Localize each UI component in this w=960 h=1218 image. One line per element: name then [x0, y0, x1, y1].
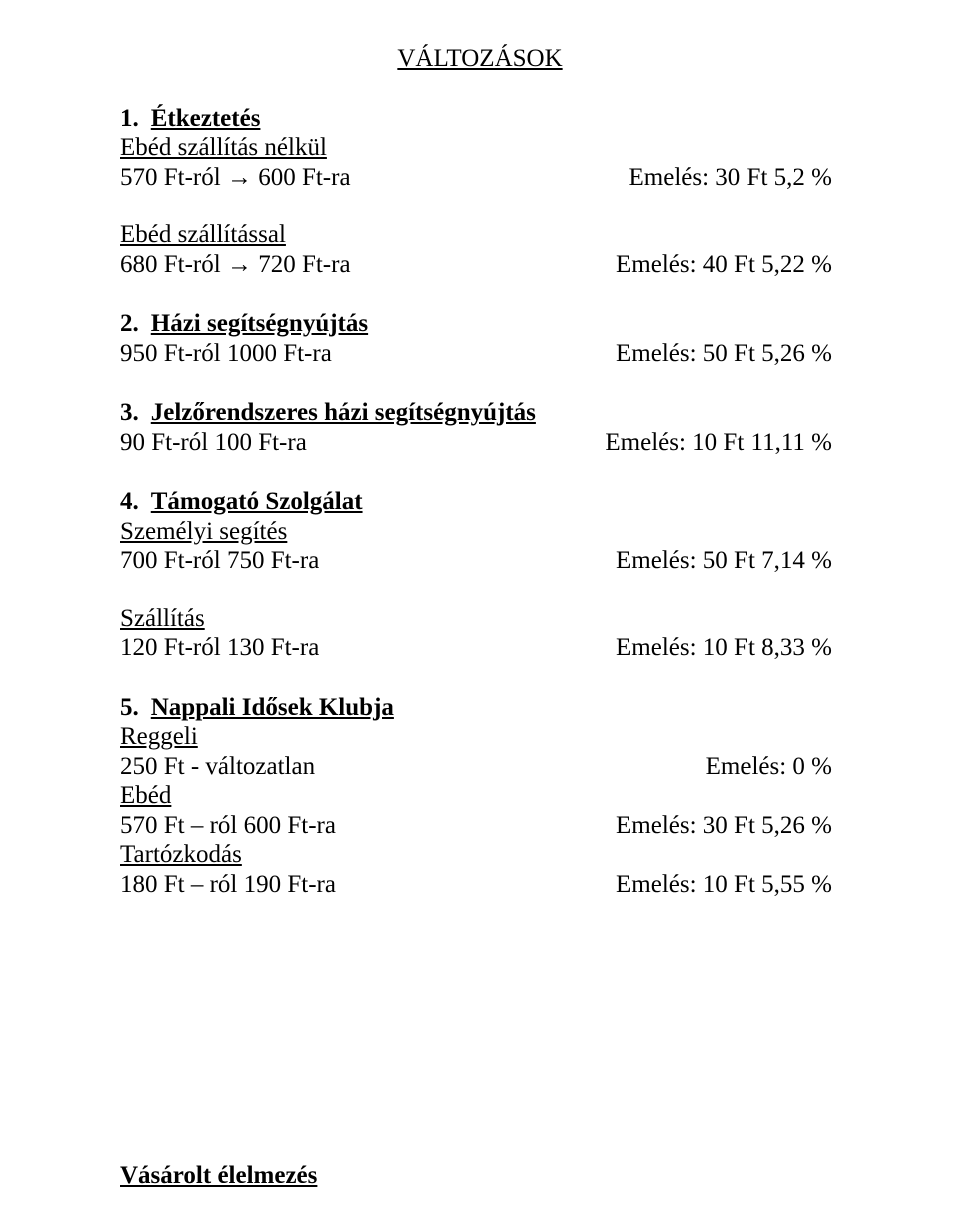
page-title: VÁLTOZÁSOK [120, 44, 840, 74]
price-change: 570 Ft-ról → 600 Ft-ra [120, 163, 351, 193]
section-number: 2. [120, 310, 139, 337]
price-row: 90 Ft-ról 100 Ft-ra Emelés: 10 Ft 11,11 … [120, 428, 840, 458]
section-heading: 2. Házi segítségnyújtás [120, 309, 840, 339]
increase-value: Emelés: 10 Ft 8,33 % [616, 633, 840, 663]
price-change: 90 Ft-ról 100 Ft-ra [120, 428, 307, 458]
subheading: Személyi segítés [120, 517, 840, 547]
section-number: 1. [120, 105, 139, 132]
increase-value: Emelés: 0 % [706, 752, 840, 782]
section-heading: 5. Nappali Idősek Klubja [120, 693, 840, 723]
price-row: 250 Ft - változatlan Emelés: 0 % [120, 752, 840, 782]
section-name: Támogató Szolgálat [151, 488, 363, 515]
subheading: Szállítás [120, 604, 840, 634]
section-number: 3. [120, 399, 139, 426]
price-row: 180 Ft – ról 190 Ft-ra Emelés: 10 Ft 5,5… [120, 870, 840, 900]
price-row: 950 Ft-ról 1000 Ft-ra Emelés: 50 Ft 5,26… [120, 339, 840, 369]
price-change: 250 Ft - változatlan [120, 752, 315, 782]
price-change: 570 Ft – ról 600 Ft-ra [120, 811, 336, 841]
section-jelzorendszeres: 3. Jelzőrendszeres házi segítségnyújtás 9… [120, 398, 840, 457]
price-change: 120 Ft-ról 130 Ft-ra [120, 633, 319, 663]
section-nappali-idosek: 5. Nappali Idősek Klubja Reggeli 250 Ft -… [120, 693, 840, 900]
subheading: Ebéd szállítás nélkül [120, 133, 840, 163]
section-etkeztetes: 1. Étkeztetés Ebéd szállítás nélkül 570 F… [120, 104, 840, 280]
section-number: 5. [120, 694, 139, 721]
price-row: 120 Ft-ról 130 Ft-ra Emelés: 10 Ft 8,33 … [120, 633, 840, 663]
price-row: 570 Ft – ról 600 Ft-ra Emelés: 30 Ft 5,2… [120, 811, 840, 841]
increase-value: Emelés: 10 Ft 11,11 % [605, 428, 840, 458]
price-change: 180 Ft – ról 190 Ft-ra [120, 870, 336, 900]
increase-value: Emelés: 50 Ft 5,26 % [616, 339, 840, 369]
section-name: Jelzőrendszeres házi segítségnyújtás [151, 399, 536, 426]
increase-value: Emelés: 50 Ft 7,14 % [616, 546, 840, 576]
subheading: Ebéd [120, 781, 840, 811]
section-hazi-segitsegnyujtas: 2. Házi segítségnyújtás 950 Ft-ról 1000 F… [120, 309, 840, 368]
price-change: 680 Ft-ról → 720 Ft-ra [120, 250, 351, 280]
increase-value: Emelés: 40 Ft 5,22 % [616, 250, 840, 280]
price-change: 950 Ft-ról 1000 Ft-ra [120, 339, 332, 369]
price-row: 680 Ft-ról → 720 Ft-ra Emelés: 40 Ft 5,2… [120, 250, 840, 280]
price-row: 700 Ft-ról 750 Ft-ra Emelés: 50 Ft 7,14 … [120, 546, 840, 576]
section-heading: 3. Jelzőrendszeres házi segítségnyújtás [120, 398, 840, 428]
price-change: 700 Ft-ról 750 Ft-ra [120, 546, 319, 576]
section-name: Étkeztetés [151, 105, 261, 132]
section-name: Nappali Idősek Klubja [151, 694, 394, 721]
document-page: VÁLTOZÁSOK 1. Étkeztetés Ebéd szállítás n… [0, 0, 960, 1218]
section-number: 4. [120, 488, 139, 515]
section-heading: 1. Étkeztetés [120, 104, 840, 134]
section-heading: 4. Támogató Szolgálat [120, 487, 840, 517]
price-row: 570 Ft-ról → 600 Ft-ra Emelés: 30 Ft 5,2… [120, 163, 840, 193]
section-tamogato-szolgalat: 4. Támogató Szolgálat Személyi segítés 70… [120, 487, 840, 663]
section-name: Házi segítségnyújtás [151, 310, 368, 337]
subheading: Tartózkodás [120, 840, 840, 870]
increase-value: Emelés: 10 Ft 5,55 % [616, 870, 840, 900]
increase-value: Emelés: 30 Ft 5,26 % [616, 811, 840, 841]
bottom-heading: Vásárolt élelmezés [120, 1161, 317, 1191]
subheading: Ebéd szállítással [120, 220, 840, 250]
increase-value: Emelés: 30 Ft 5,2 % [629, 163, 840, 193]
subheading: Reggeli [120, 722, 840, 752]
